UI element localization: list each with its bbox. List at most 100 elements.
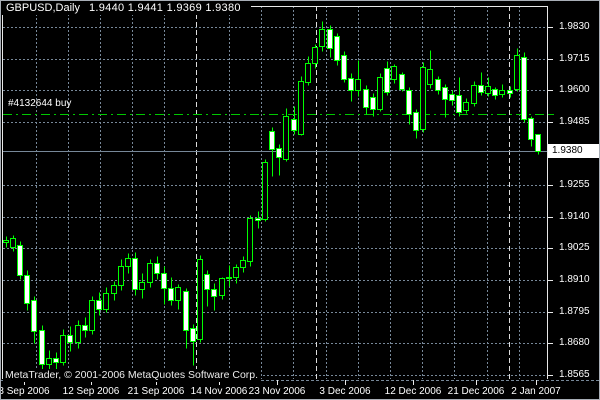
- candle-body: [67, 335, 73, 343]
- candle-body: [391, 66, 397, 80]
- candle-body: [492, 89, 498, 96]
- candle-body: [305, 63, 311, 83]
- candle-body: [262, 162, 268, 220]
- price-axis-label: 1.8795: [559, 306, 590, 317]
- candle-body: [211, 289, 217, 297]
- price-axis-label: 1.9255: [559, 179, 590, 190]
- candle-body: [154, 263, 160, 274]
- symbol-period-label: GBPUSD,Daily: [6, 2, 80, 14]
- candle-body: [370, 97, 376, 110]
- chart-title: GBPUSD,Daily 1.9440 1.9441 1.9369 1.9380: [1, 1, 251, 15]
- candle-body: [111, 285, 117, 294]
- candle-body: [103, 293, 109, 310]
- candle-body: [139, 282, 145, 290]
- candle-body: [327, 29, 333, 49]
- price-axis-label: 1.8910: [559, 274, 590, 285]
- candle-body: [183, 291, 189, 331]
- candle-body: [514, 55, 520, 90]
- candle-body: [406, 90, 412, 115]
- current-price-box: 1.9380: [548, 144, 599, 158]
- candle-body: [298, 81, 304, 135]
- candle-body: [269, 131, 275, 150]
- candle-body: [312, 47, 318, 64]
- candle-body: [240, 260, 246, 268]
- candle-body: [255, 218, 261, 221]
- candle-body: [168, 288, 174, 301]
- date-axis-label: 3 Sep 2006: [0, 386, 50, 397]
- candle-body: [82, 325, 88, 331]
- price-axis-label: 1.9025: [559, 242, 590, 253]
- candle-body: [507, 90, 513, 94]
- candle-body: [89, 300, 95, 331]
- candle-body: [427, 69, 433, 85]
- candle-body: [348, 78, 354, 91]
- date-axis-label: 23 Nov 2006: [248, 386, 306, 397]
- candle-body: [226, 277, 232, 279]
- candle-body: [96, 300, 102, 310]
- date-axis-label: 3 Dec 2006: [319, 386, 371, 397]
- candle-body: [499, 90, 505, 95]
- date-axis-label: 12 Dec 2006: [384, 386, 442, 397]
- candle-body: [334, 36, 340, 61]
- date-axis-label: 21 Sep 2006: [127, 386, 185, 397]
- candle-body: [535, 134, 541, 152]
- candle-body: [283, 116, 289, 160]
- candle-body: [449, 94, 455, 101]
- candle-body: [276, 148, 282, 158]
- order-line-label: #4132644 buy: [8, 98, 72, 109]
- candle-body: [521, 57, 527, 120]
- candle-body: [291, 119, 297, 131]
- candle-body: [420, 67, 426, 130]
- candle-body: [24, 275, 30, 304]
- price-axis-label: 1.9715: [559, 53, 590, 64]
- date-axis-label: 14 Nov 2006: [190, 386, 248, 397]
- candle-body: [478, 85, 484, 93]
- candle-body: [528, 118, 534, 140]
- candle-body: [435, 79, 441, 91]
- candle-body: [247, 218, 253, 262]
- candle-body: [31, 300, 37, 332]
- candle-body: [384, 68, 390, 93]
- price-axis-label: 1.8680: [559, 337, 590, 348]
- date-axis-label: 2 Jan 2007: [511, 386, 561, 397]
- candle-body: [463, 102, 469, 111]
- candle-body: [219, 278, 225, 296]
- candle-body: [3, 240, 9, 243]
- date-axis-label: 12 Sep 2006: [62, 386, 120, 397]
- candle-body: [118, 266, 124, 286]
- candle-body: [442, 87, 448, 100]
- candle-body: [53, 358, 59, 363]
- candle-body: [125, 258, 131, 267]
- price-axis-label: 1.9140: [559, 211, 590, 222]
- price-axis-label: 1.9485: [559, 116, 590, 127]
- date-axis-label: 21 Dec 2006: [447, 386, 505, 397]
- candle-body: [204, 274, 210, 290]
- price-axis-label: 1.9600: [559, 84, 590, 95]
- candle-body: [46, 358, 52, 365]
- candle-body: [75, 325, 81, 343]
- candle-body: [355, 79, 361, 91]
- candle-body: [147, 263, 153, 283]
- copyright-text: MetaTrader, © 2001-2006 MetaQuotes Softw…: [3, 369, 262, 382]
- candle-body: [197, 259, 203, 340]
- candle-body: [10, 238, 16, 248]
- candle-body: [39, 330, 45, 365]
- price-axis-label: 1.9830: [559, 21, 590, 32]
- candle-body: [190, 328, 196, 342]
- candle-body: [17, 245, 23, 276]
- candle-body: [175, 287, 181, 301]
- candle-body: [471, 85, 477, 104]
- candle-body: [413, 112, 419, 131]
- candle-body: [456, 95, 462, 113]
- candle-body: [399, 74, 405, 90]
- candle-body: [161, 273, 167, 289]
- ohlc-readout: 1.9440 1.9441 1.9369 1.9380: [88, 2, 241, 14]
- candle-body: [319, 29, 325, 47]
- candle-body: [60, 335, 66, 363]
- candle-body: [233, 267, 239, 278]
- price-axis-label: 1.8565: [559, 369, 590, 380]
- candle-body: [363, 89, 369, 108]
- candle-body: [132, 258, 138, 290]
